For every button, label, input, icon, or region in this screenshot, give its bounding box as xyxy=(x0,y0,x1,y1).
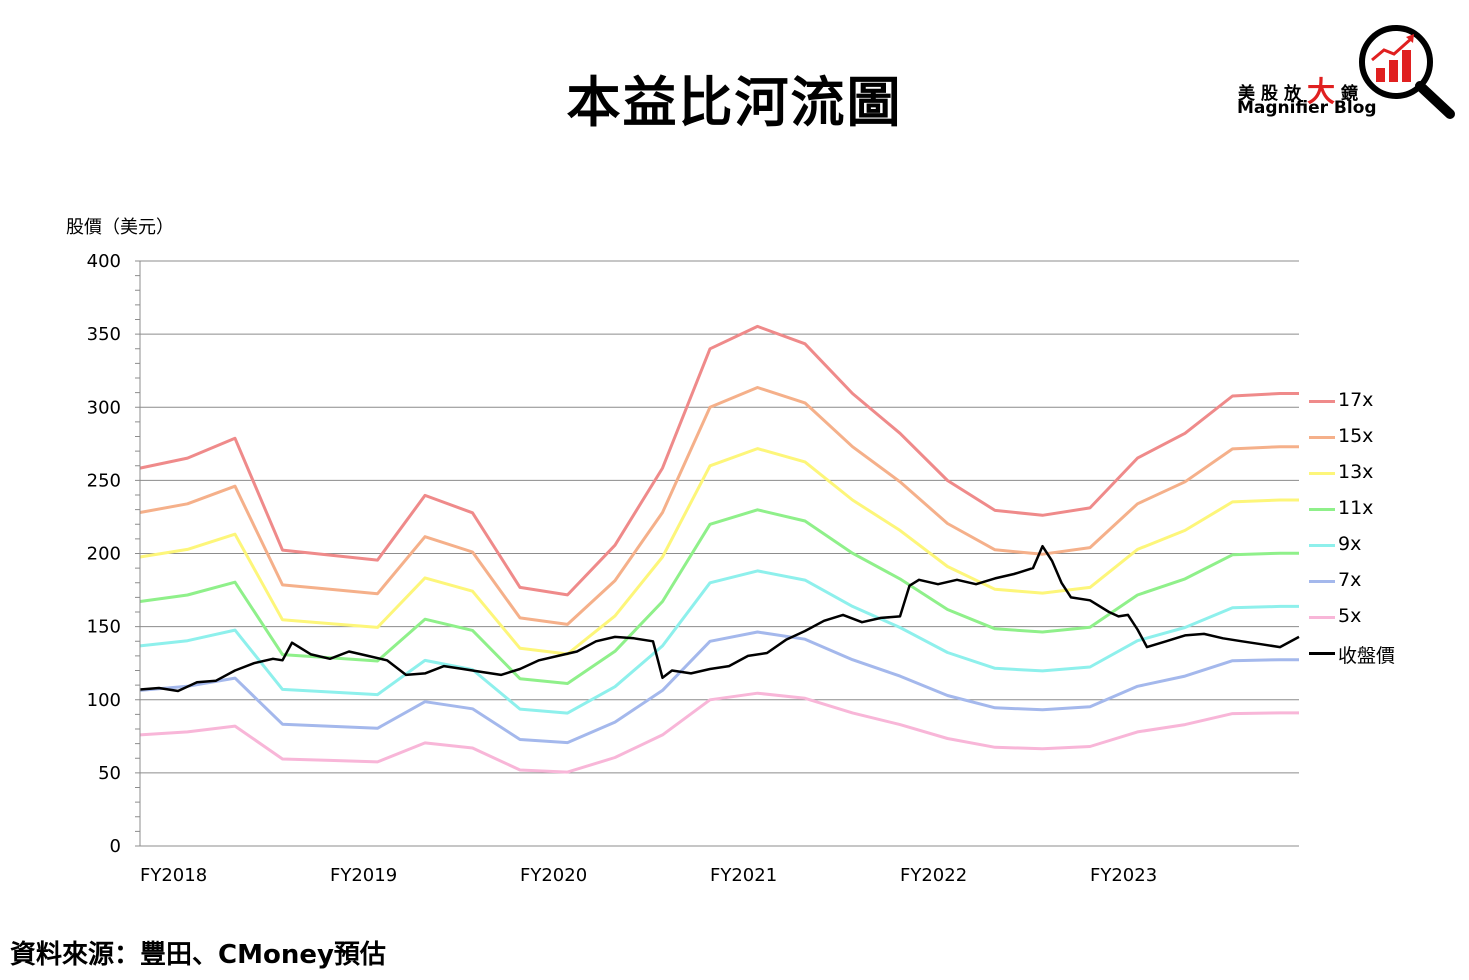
legend-label: 15x xyxy=(1338,425,1374,447)
legend-swatch xyxy=(1309,652,1335,655)
pe-bands xyxy=(139,324,1299,774)
series-line-15x xyxy=(139,386,1299,626)
logo-english-name: Magnifier Blog xyxy=(1237,98,1377,118)
logo-chinese-name: 美股放大鏡 xyxy=(1238,75,1365,108)
x-tick-label: FY2020 xyxy=(520,865,587,886)
legend-swatch xyxy=(1309,400,1335,403)
series-line-17x xyxy=(139,324,1299,597)
legend-swatch xyxy=(1309,580,1335,583)
x-tick-label: FY2019 xyxy=(330,865,397,886)
legend-label: 9x xyxy=(1338,533,1362,555)
magnifier-icon xyxy=(1359,25,1455,119)
legend-label: 收盤價 xyxy=(1338,645,1396,667)
y-tick-label: 400 xyxy=(87,251,121,272)
legend-swatch xyxy=(1309,508,1335,511)
legend-label: 7x xyxy=(1338,569,1362,591)
data-source-note: 資料來源：豐田、CMoney預估 xyxy=(10,940,386,970)
x-tick-label: FY2021 xyxy=(710,865,777,886)
closing-price-line xyxy=(139,544,1300,693)
legend-label: 11x xyxy=(1338,497,1374,519)
legend-swatch xyxy=(1309,436,1335,439)
legend-label: 13x xyxy=(1338,461,1374,483)
series-line-11x xyxy=(139,508,1299,685)
y-tick-label: 350 xyxy=(87,324,121,345)
legend-swatch xyxy=(1309,616,1335,619)
y-tick-label: 50 xyxy=(98,763,121,784)
x-tick-label: FY2022 xyxy=(900,865,967,886)
series-line-9x xyxy=(139,569,1299,715)
series-line-5x xyxy=(139,691,1299,774)
x-tick-labels: FY2018 FY2019 FY2020 FY2021 FY2022 FY2023 xyxy=(140,865,1157,886)
brand-logo: 美股放大鏡 Magnifier Blog xyxy=(1234,24,1459,124)
legend-label: 5x xyxy=(1338,605,1362,627)
y-tick-label: 0 xyxy=(110,836,121,857)
y-tick-label: 200 xyxy=(87,544,121,565)
x-tick-label: FY2018 xyxy=(140,865,207,886)
y-tick-labels: 0 50 100 150 200 250 300 350 400 xyxy=(87,251,121,857)
legend-label: 17x xyxy=(1338,389,1374,411)
chart-title: 本益比河流圖 xyxy=(566,71,903,134)
legend-swatch xyxy=(1309,472,1335,475)
series-line-7x xyxy=(139,630,1299,745)
y-tick-label: 300 xyxy=(87,397,121,418)
series-line-closing-price xyxy=(139,544,1300,693)
y-tick-label: 250 xyxy=(87,470,121,491)
y-tick-label: 100 xyxy=(87,690,121,711)
x-tick-label: FY2023 xyxy=(1090,865,1157,886)
axes xyxy=(135,260,1299,847)
legend-swatch xyxy=(1309,544,1335,547)
y-tick-label: 150 xyxy=(87,617,121,638)
y-axis-title: 股價（美元） xyxy=(66,217,174,238)
series-line-13x xyxy=(139,447,1299,656)
